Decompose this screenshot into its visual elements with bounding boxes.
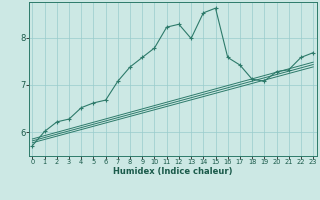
X-axis label: Humidex (Indice chaleur): Humidex (Indice chaleur) <box>113 167 233 176</box>
